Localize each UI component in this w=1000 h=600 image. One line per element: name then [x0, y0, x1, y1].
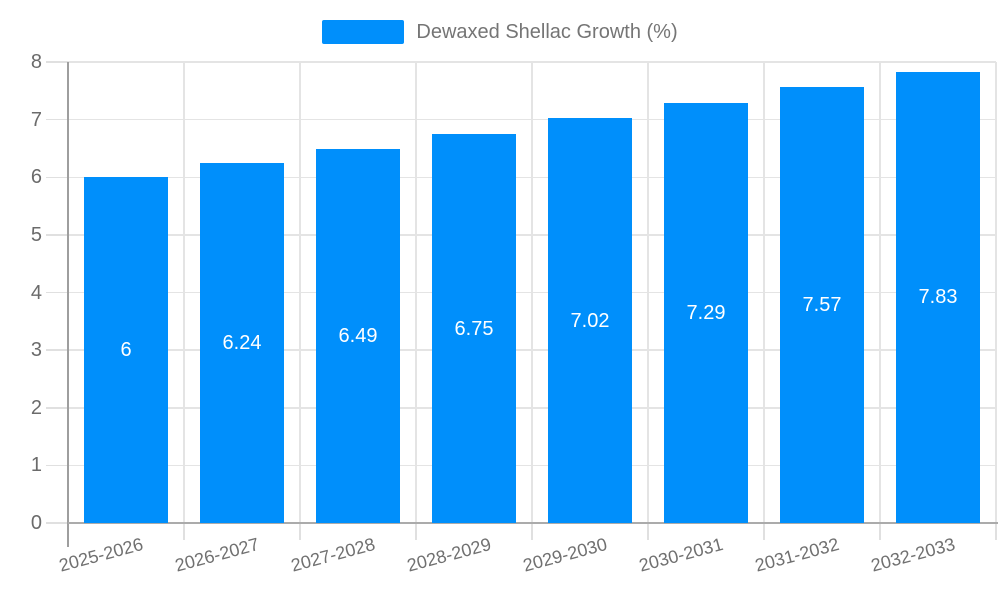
x-axis-label: 2026-2027 [172, 534, 262, 576]
bar-value-label: 7.57 [802, 293, 842, 316]
legend-label: Dewaxed Shellac Growth (%) [416, 21, 678, 43]
x-axis-label: 2028-2029 [404, 534, 494, 576]
y-axis-label: 5 [30, 223, 42, 246]
bar-value-label: 7.29 [686, 301, 726, 324]
bar[interactable]: 6.75 [432, 134, 516, 523]
bar[interactable]: 7.83 [896, 71, 980, 523]
legend[interactable]: Dewaxed Shellac Growth (%) [0, 20, 1000, 44]
x-axis-tick [183, 523, 185, 540]
x-axis-label: 2025-2026 [56, 534, 146, 576]
x-axis-tick [415, 523, 417, 540]
bar-value-label: 6.75 [454, 317, 494, 340]
bar[interactable]: 6 [84, 177, 168, 523]
y-axis-label: 8 [30, 51, 42, 73]
y-axis-tick [46, 61, 68, 63]
x-axis-label: 2027-2028 [288, 534, 378, 576]
bar[interactable]: 7.29 [664, 102, 748, 523]
x-axis-label: 2032-2033 [868, 534, 958, 576]
x-axis-tick [879, 523, 881, 540]
gridline-vertical [183, 62, 185, 523]
x-axis-tick [531, 523, 533, 540]
gridline-vertical [763, 62, 765, 523]
bar-value-label: 7.02 [570, 309, 610, 332]
gridline-vertical [879, 62, 881, 523]
legend-swatch-icon [322, 20, 405, 44]
x-axis-tick [299, 523, 301, 540]
bar[interactable]: 7.57 [780, 86, 864, 523]
y-axis-label: 1 [30, 454, 42, 477]
bar-value-label: 6 [120, 339, 132, 362]
x-axis-line [68, 522, 998, 524]
y-axis-tick [46, 176, 68, 178]
y-axis-tick [46, 522, 68, 524]
y-axis-tick [46, 291, 68, 294]
y-axis-label: 6 [30, 166, 42, 189]
gridline-vertical [531, 62, 533, 523]
bar[interactable]: 6.49 [316, 149, 400, 523]
bar[interactable]: 6.24 [200, 163, 284, 523]
x-axis-label: 2030-2031 [636, 534, 726, 576]
x-axis-label: 2031-2032 [752, 534, 842, 576]
gridline-vertical [415, 62, 417, 523]
x-axis-label: 2029-2030 [520, 534, 610, 576]
x-axis-tick [647, 523, 649, 540]
y-axis-label: 7 [30, 108, 42, 131]
y-axis-tick [46, 234, 68, 236]
gridline-vertical [647, 62, 649, 523]
x-axis-tick [995, 523, 997, 540]
bar-value-label: 6.24 [222, 332, 262, 355]
y-axis-label: 2 [30, 396, 42, 419]
gridline-vertical [299, 62, 301, 523]
bar-value-label: 6.49 [338, 324, 378, 347]
y-axis-tick [46, 118, 68, 121]
bar[interactable]: 7.02 [548, 118, 632, 523]
y-axis-tick [46, 349, 68, 351]
bar-value-label: 7.83 [918, 286, 958, 309]
y-axis-label: 4 [30, 281, 42, 304]
x-axis-tick [763, 523, 765, 540]
y-axis-tick [46, 464, 68, 467]
y-axis-label: 0 [30, 512, 42, 534]
y-axis-label: 3 [30, 339, 42, 362]
gridline-vertical [995, 62, 997, 523]
y-axis-line [67, 62, 69, 547]
y-axis-tick [46, 407, 68, 409]
